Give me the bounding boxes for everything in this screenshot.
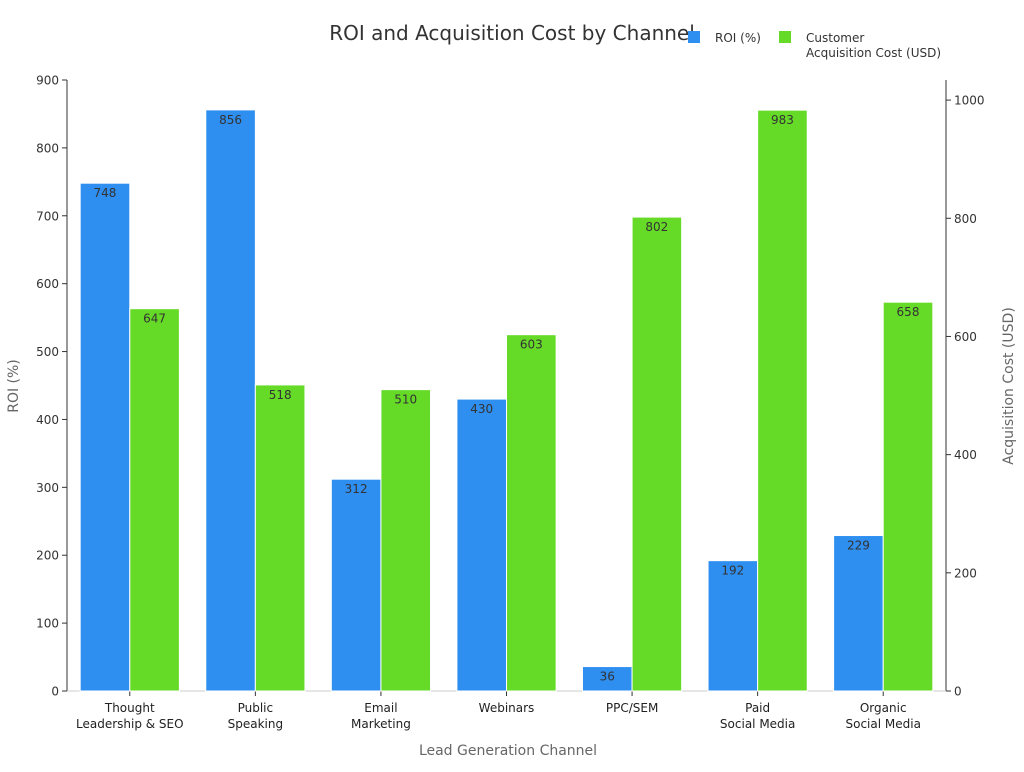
y-axis-left-title: ROI (%) <box>6 359 22 413</box>
x-tick-label: Webinars <box>479 701 535 715</box>
x-tick-label: PPC/SEM <box>606 701 658 715</box>
y-right-tick-label: 600 <box>954 330 977 344</box>
acquisition-cost-bar <box>631 216 683 692</box>
y-right-tick-label: 400 <box>954 448 977 462</box>
y-left-tick-label: 700 <box>36 209 59 223</box>
y-left-tick-label: 900 <box>36 74 59 88</box>
y-axis-right-title: Acquisition Cost (USD) <box>1001 307 1017 465</box>
x-tick-label: Organic Social Media <box>845 701 920 731</box>
roi-data-label: 36 <box>600 670 615 684</box>
legend-label-acquisition-cost: Customer Acquisition Cost (USD) <box>806 31 941 60</box>
chart-title: ROI and Acquisition Cost by Channel <box>329 21 695 45</box>
y-left-tick-label: 200 <box>36 549 59 563</box>
x-tick-label: Paid Social Media <box>720 701 795 731</box>
roi-data-label: 856 <box>219 113 242 127</box>
legend: ROI (%) Customer Acquisition Cost (USD) <box>688 31 941 60</box>
y-right-tick-label: 200 <box>954 566 977 580</box>
roi-bar <box>456 398 507 692</box>
y-left-tick-label: 500 <box>36 345 59 359</box>
acquisition-cost-bar <box>757 109 808 692</box>
y-right-tick-label: 0 <box>954 685 962 699</box>
acquisition-cost-bar <box>129 308 180 692</box>
roi-bar <box>833 535 884 692</box>
legend-swatch-acquisition-cost <box>779 31 791 43</box>
legend-label-roi: ROI (%) <box>715 31 761 45</box>
roi-data-label: 192 <box>721 564 744 578</box>
y-left-tick-label: 800 <box>36 141 59 155</box>
legend-swatch-roi <box>688 31 700 43</box>
y-left-tick-label: 0 <box>51 685 59 699</box>
roi-data-label: 748 <box>94 186 117 200</box>
roi-data-label: 430 <box>470 402 493 416</box>
roi-bar <box>205 109 256 692</box>
x-tick-label: Thought Leadership & SEO <box>76 701 184 731</box>
acquisition-cost-data-label: 603 <box>520 338 543 352</box>
y-left-tick-label: 600 <box>36 277 59 291</box>
acquisition-cost-bar <box>882 301 934 692</box>
acquisition-cost-bar <box>506 334 557 692</box>
roi-bar <box>707 560 759 692</box>
acquisition-cost-data-label: 647 <box>143 312 166 326</box>
y-left-tick-label: 300 <box>36 481 59 495</box>
y-left-tick-label: 400 <box>36 413 59 427</box>
x-axis-title: Lead Generation Channel <box>419 743 597 759</box>
x-tick-label: Email Marketing <box>351 701 411 731</box>
axes: 0 100 200 300 400 500 600 700 800 900 0 200 400 600 80… <box>36 74 984 732</box>
acquisition-cost-data-label: 802 <box>645 220 668 234</box>
acquisition-cost-bar <box>380 389 432 692</box>
roi-bar <box>79 182 131 692</box>
roi-data-label: 312 <box>345 482 368 496</box>
acquisition-cost-data-label: 983 <box>771 113 794 127</box>
acquisition-cost-data-label: 510 <box>394 393 417 407</box>
bars <box>79 109 934 692</box>
y-left-tick-label: 100 <box>36 617 59 631</box>
y-right-tick-label: 1000 <box>954 94 985 108</box>
roi-data-label: 229 <box>847 539 870 553</box>
x-tick-label: Public Speaking <box>228 701 283 731</box>
acquisition-cost-bar <box>254 384 306 692</box>
acquisition-cost-data-label: 658 <box>897 305 920 319</box>
acquisition-cost-data-label: 518 <box>269 388 292 402</box>
y-right-tick-label: 800 <box>954 212 977 226</box>
roi-bar <box>330 478 382 692</box>
data-labels: 748 856 312 430 36 192 229 647 518 510 603 802 983 65… <box>94 113 920 684</box>
roi-bar <box>581 666 633 692</box>
